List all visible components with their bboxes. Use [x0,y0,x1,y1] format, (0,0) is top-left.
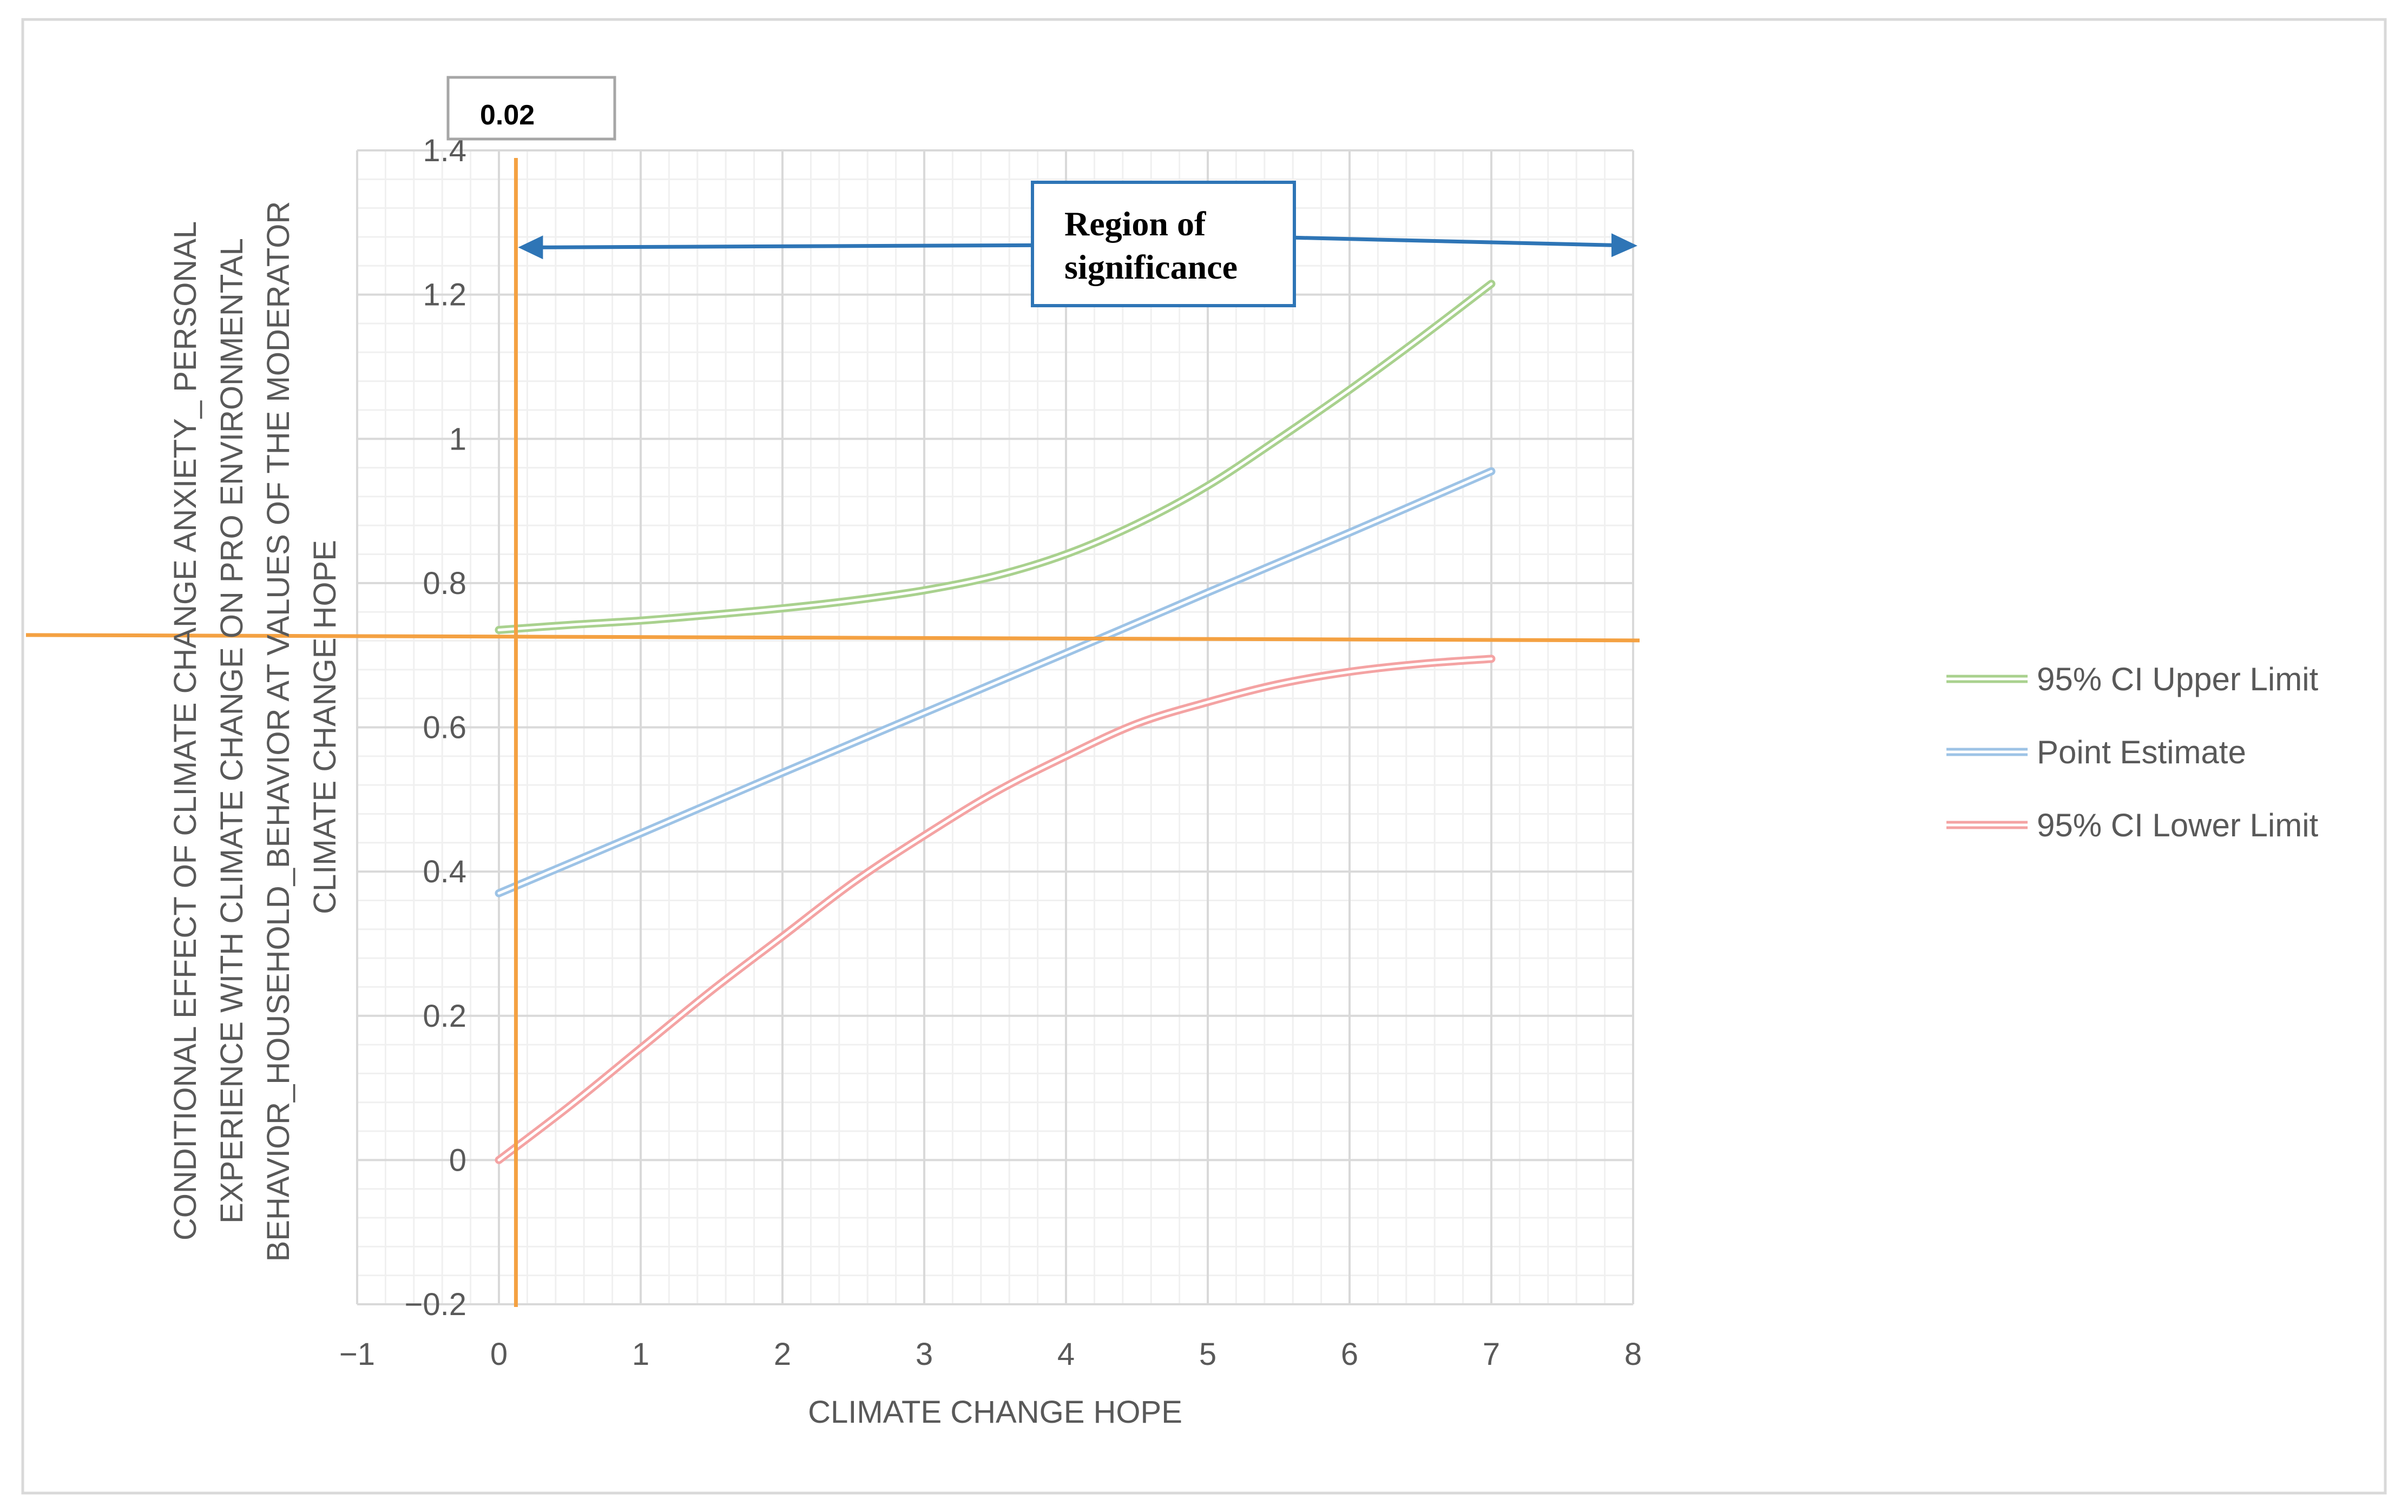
annotation-text: Region of significance [1064,204,1238,286]
x-axis-title: CLIMATE CHANGE HOPE [808,1395,1182,1430]
y-axis-title: CONDITIONAL EFFECT OF CLIMATE CHANGE ANX… [168,193,343,1262]
y-tick-label: 0.2 [423,999,466,1034]
legend-label-point-estimate: Point Estimate [2037,734,2246,770]
x-tick-label: 5 [1199,1337,1216,1372]
x-tick-labels: −1 0 1 2 3 4 5 6 7 8 [339,1337,1642,1372]
y-axis-title-line-1: CONDITIONAL EFFECT OF CLIMATE CHANGE ANX… [168,222,203,1240]
x-tick-label: −1 [339,1337,375,1372]
annotation-text-line-1: Region of [1064,204,1206,243]
legend: 95% CI Upper Limit Point Estimate 95% CI L… [1946,661,2319,843]
y-tick-label: 0.8 [423,566,466,601]
arrow-right-shaft [1294,235,1613,247]
y-tick-label: 0 [449,1143,466,1178]
x-tick-label: 7 [1483,1337,1500,1372]
vline-label-box [446,76,616,141]
x-tick-label: 1 [632,1337,649,1372]
arrow-left-shaft [535,243,1033,249]
x-tick-label: 4 [1057,1337,1075,1372]
y-tick-labels: −0.200.20.40.60.811.21.4 [405,133,467,1322]
x-tick-label: 0 [490,1337,508,1372]
y-tick-label: 0.6 [423,710,466,745]
y-tick-label: 0.4 [423,854,466,889]
x-tick-label: 2 [774,1337,791,1372]
x-tick-label: 8 [1624,1337,1642,1372]
annotation-text-line-2: significance [1064,248,1238,286]
arrow-left-head [518,235,543,260]
y-axis-title-line-3: BEHAVIOR_HOUSEHOLD_BEHAVIOR AT VALUES OF… [261,201,296,1262]
series-line-inner-point-estimate [497,470,1493,895]
legend-label-95-ci-lower-limit: 95% CI Lower Limit [2037,807,2319,843]
y-axis-title-line-4: CLIMATE CHANGE HOPE [307,540,343,914]
region-annotation [518,233,1637,260]
series-line-inner-95-ci-lower-limit [497,657,1493,1161]
arrow-right-head [1611,233,1637,257]
y-tick-label: −0.2 [405,1287,467,1322]
x-tick-label: 6 [1341,1337,1358,1372]
y-tick-label: 1.2 [423,278,466,313]
major-gridlines [356,149,1634,1305]
y-tick-label: 1 [449,421,466,457]
y-axis-title-line-2: EXPERIENCE WITH CLIMATE CHANGE ON PRO EN… [214,239,249,1224]
annotation-box [1031,181,1296,307]
series-line-inner-95-ci-upper-limit [497,282,1493,632]
series-layer [495,280,1496,1164]
horizontal-reference-line [25,633,1640,643]
x-tick-label: 3 [916,1337,933,1372]
reference-lines [25,158,1640,1307]
vline-label: 0.02 [480,100,535,131]
legend-label-95-ci-upper-limit: 95% CI Upper Limit [2037,661,2319,697]
